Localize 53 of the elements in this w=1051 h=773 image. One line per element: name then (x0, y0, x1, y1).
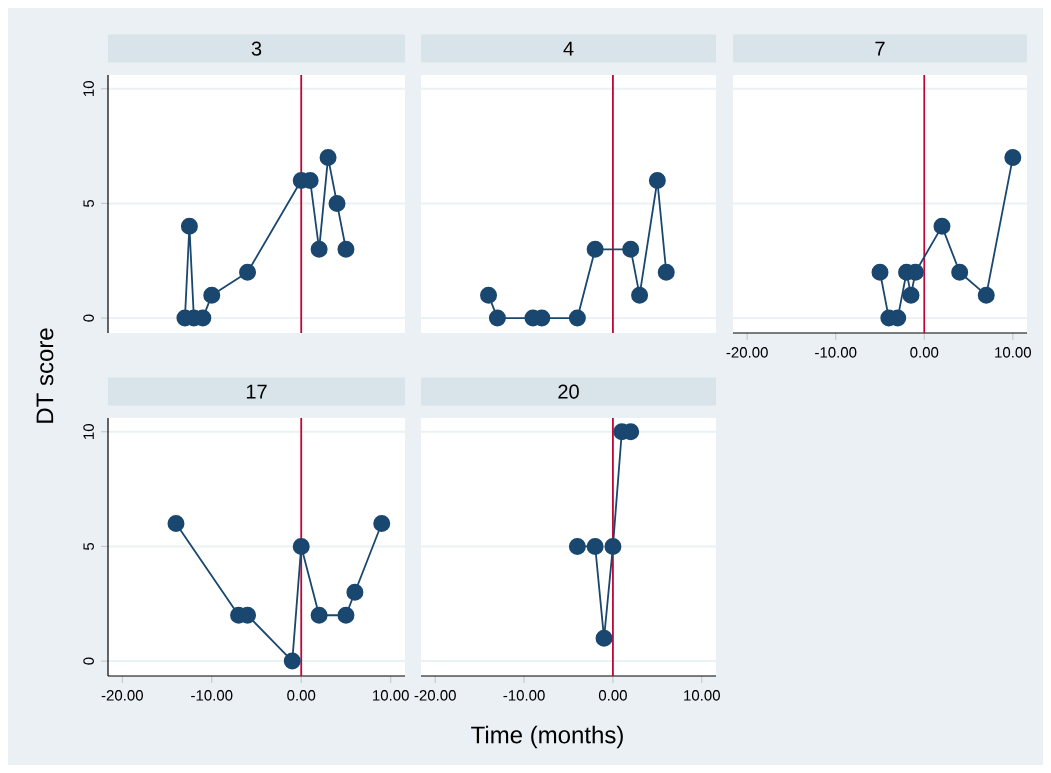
point (657, 263, 675, 281)
y-tick-label: 5 (83, 199, 94, 207)
chart-title: 17 (246, 384, 267, 399)
x-tick-label: 0.00 (910, 347, 939, 358)
point (346, 583, 364, 601)
chart-title: 3 (251, 41, 262, 56)
point (480, 286, 498, 304)
point (180, 217, 198, 235)
x-tick-label: -20.00 (101, 690, 143, 701)
point (933, 217, 951, 235)
point (167, 514, 185, 532)
point (648, 171, 666, 189)
point (902, 286, 920, 304)
point (239, 263, 257, 281)
point (568, 309, 586, 327)
x-tick-label: 0.00 (598, 690, 627, 701)
chart-title: 4 (563, 41, 574, 56)
point (871, 263, 889, 281)
point (622, 240, 640, 258)
point (586, 240, 604, 258)
y-axis-title: DT score (36, 328, 54, 423)
x-tick-label: -10.00 (503, 690, 545, 701)
point (319, 149, 337, 167)
x-tick-label: 0.00 (287, 690, 316, 701)
point (977, 286, 995, 304)
x-tick-label: 10.00 (373, 690, 409, 701)
point (292, 537, 310, 555)
point (1004, 149, 1022, 167)
y-tick-label: 10 (83, 81, 94, 96)
x-tick-label: -20.00 (726, 347, 768, 358)
point (310, 240, 328, 258)
chart-title: 20 (558, 384, 579, 399)
x-tick-label: -20.00 (414, 690, 456, 701)
y-tick-label: 5 (83, 542, 94, 550)
point (951, 263, 969, 281)
x-tick-label: -10.00 (191, 690, 233, 701)
point (310, 606, 328, 624)
y-tick-label: 10 (83, 424, 94, 439)
chart-title: 7 (875, 41, 885, 56)
x-tick-label: 10.00 (684, 690, 720, 701)
x-tick-label: -10.00 (815, 347, 857, 358)
y-tick-label: 0 (83, 314, 94, 322)
point (283, 652, 301, 670)
point (203, 286, 221, 304)
x-axis-title: Time (months) (471, 725, 623, 749)
point (631, 286, 649, 304)
point (337, 606, 355, 624)
point (373, 514, 391, 532)
y-tick-label: 0 (83, 657, 94, 665)
point (337, 240, 355, 258)
point (488, 309, 506, 327)
point (328, 194, 346, 212)
x-tick-label: 10.00 (995, 347, 1031, 358)
